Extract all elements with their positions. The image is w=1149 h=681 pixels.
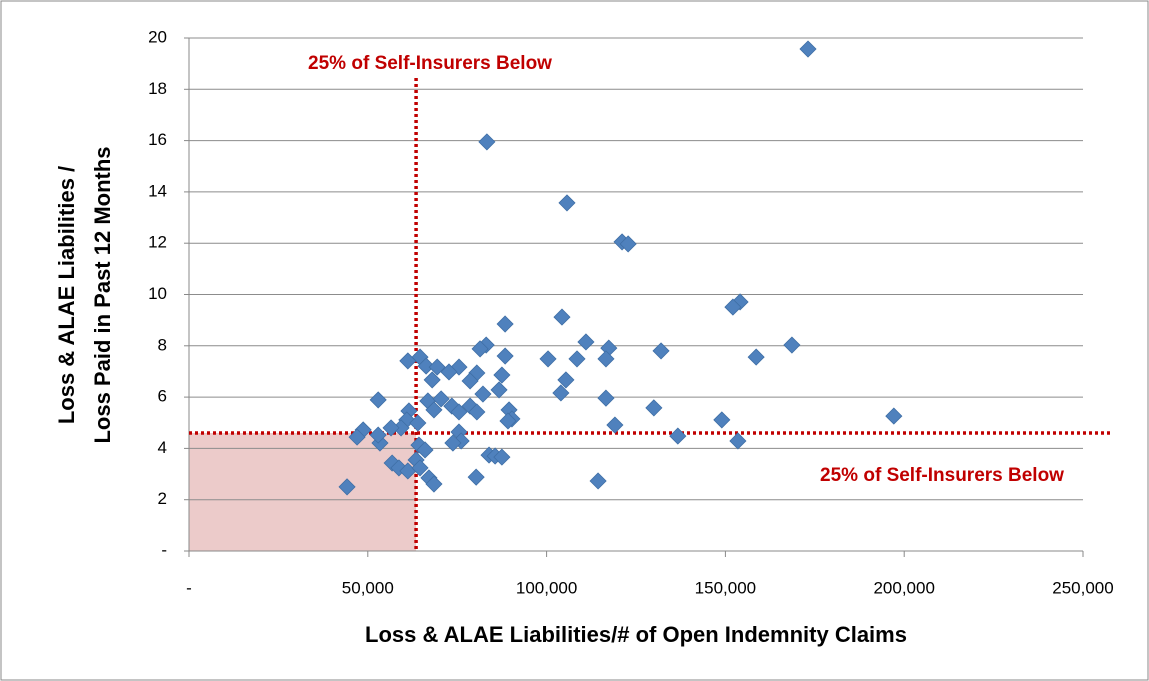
- y-tick-label: 18: [148, 79, 167, 98]
- data-point: [371, 434, 389, 452]
- data-point: [468, 403, 486, 421]
- data-point: [619, 235, 637, 253]
- data-point: [417, 357, 435, 375]
- data-point: [461, 372, 479, 390]
- data-point: [369, 391, 387, 409]
- data-point: [652, 342, 670, 360]
- data-point: [440, 363, 458, 381]
- data-point: [467, 468, 485, 486]
- data-point: [729, 432, 747, 450]
- data-point: [747, 348, 765, 366]
- x-tick-label: -: [186, 578, 192, 597]
- data-point: [597, 350, 615, 368]
- data-point: [409, 414, 427, 432]
- data-point: [731, 293, 749, 311]
- data-point: [369, 426, 387, 444]
- y-axis-title-line: Loss & ALAE Liabilities /: [54, 166, 79, 424]
- data-point: [713, 411, 731, 429]
- data-point: [425, 401, 443, 419]
- data-point: [606, 416, 624, 434]
- y-tick-label: 2: [158, 489, 167, 508]
- annotation: 25% of Self-Insurers Below: [820, 465, 1064, 486]
- data-point: [539, 350, 557, 368]
- data-point: [558, 194, 576, 212]
- annotation: 25% of Self-Insurers Below: [308, 53, 552, 74]
- y-axis-title-line: Loss Paid in Past 12 Months: [90, 146, 115, 443]
- data-point: [490, 381, 508, 399]
- data-point: [443, 397, 461, 415]
- y-tick-label: -: [161, 540, 167, 559]
- x-tick-label: 50,000: [342, 578, 394, 597]
- data-point: [645, 399, 663, 417]
- data-point: [423, 371, 441, 389]
- data-point: [450, 403, 468, 421]
- data-point: [432, 390, 450, 408]
- x-tick-label: 150,000: [695, 578, 756, 597]
- y-tick-label: 16: [148, 130, 167, 149]
- data-point: [799, 40, 817, 58]
- data-point: [416, 441, 434, 459]
- x-axis-title: Loss & ALAE Liabilities/# of Open Indemn…: [365, 622, 907, 647]
- data-point: [493, 366, 511, 384]
- x-tick-label: 100,000: [516, 578, 577, 597]
- data-point: [478, 133, 496, 151]
- data-point: [411, 459, 429, 477]
- data-point: [383, 454, 401, 472]
- data-point: [493, 448, 511, 466]
- data-point: [577, 333, 595, 351]
- data-point: [589, 472, 607, 490]
- data-point: [669, 427, 687, 445]
- data-point: [496, 315, 514, 333]
- y-tick-label: 8: [158, 335, 167, 354]
- data-point: [568, 350, 586, 368]
- y-tick-label: 12: [148, 233, 167, 252]
- data-point: [499, 412, 517, 430]
- shaded-region: [189, 433, 417, 551]
- data-point: [552, 384, 570, 402]
- data-point: [348, 428, 366, 446]
- y-tick-label: 6: [158, 387, 167, 406]
- data-point: [425, 475, 443, 493]
- data-point: [382, 419, 400, 437]
- data-point: [450, 358, 468, 376]
- y-tick-label: 14: [148, 181, 167, 200]
- y-tick-label: 4: [158, 438, 167, 457]
- data-point: [783, 336, 801, 354]
- data-point: [496, 347, 514, 365]
- data-point: [885, 407, 903, 425]
- data-point: [471, 340, 489, 358]
- data-point: [724, 298, 742, 316]
- y-tick-label: 10: [148, 284, 167, 303]
- data-point: [428, 358, 446, 376]
- data-point: [557, 371, 575, 389]
- data-point: [461, 397, 479, 415]
- x-tick-label: 250,000: [1052, 578, 1113, 597]
- data-point: [553, 308, 571, 326]
- data-point: [338, 478, 356, 496]
- x-tick-label: 200,000: [873, 578, 934, 597]
- data-point: [444, 434, 462, 452]
- data-point: [474, 385, 492, 403]
- y-tick-label: 20: [148, 27, 167, 46]
- data-point: [597, 389, 615, 407]
